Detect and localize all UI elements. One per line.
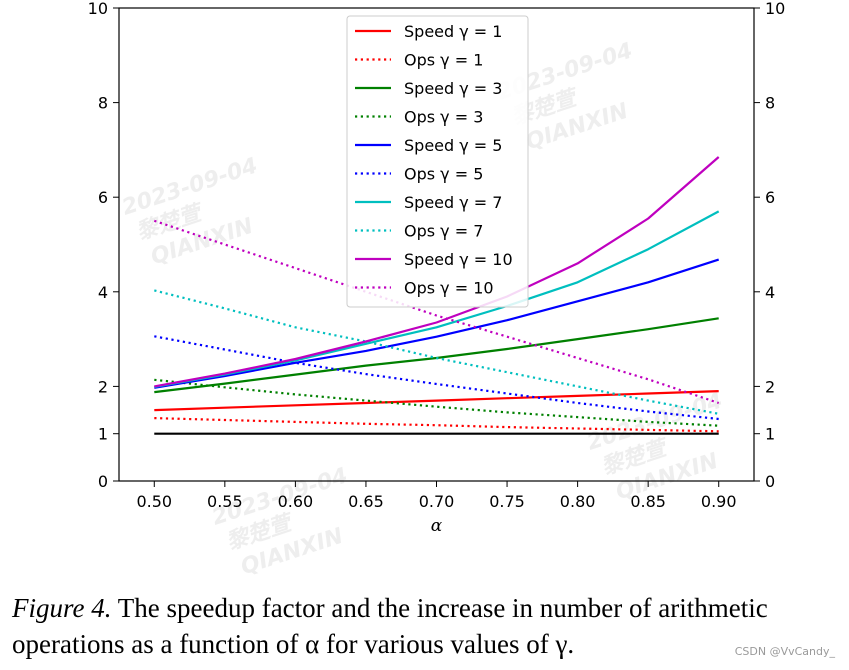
y-tick-label-left: 1 <box>98 425 108 444</box>
legend-label: Ops γ = 3 <box>404 108 483 127</box>
y-tick-label-right: 2 <box>765 377 775 396</box>
x-tick-label: 0.75 <box>489 492 525 511</box>
y-tick-label-left: 10 <box>88 0 108 18</box>
x-axis-ticks: 0.50 0.55 0.60 0.65 0.70 0.75 0.80 0.85 0.90 <box>136 481 737 511</box>
y-tick-label-right: 10 <box>765 0 785 18</box>
y-tick-label-left: 4 <box>98 283 108 302</box>
x-tick-label: 0.70 <box>419 492 455 511</box>
x-tick-label: 0.60 <box>278 492 314 511</box>
series-line <box>154 317 719 394</box>
x-tick-label: 0.85 <box>630 492 666 511</box>
source-credit: CSDN @VvCandy_ <box>734 645 835 658</box>
x-tick-label: 0.65 <box>348 492 384 511</box>
y-tick-label-left: 2 <box>98 377 108 396</box>
legend-label: Speed γ = 7 <box>404 193 502 212</box>
series-line <box>154 289 719 415</box>
legend-label: Ops γ = 5 <box>404 165 483 184</box>
y-tick-label-right: 0 <box>765 472 775 491</box>
series-line <box>154 378 719 427</box>
y-tick-label-left: 0 <box>98 472 108 491</box>
legend-label: Speed γ = 1 <box>404 22 502 41</box>
y-tick-label-left: 8 <box>98 94 108 113</box>
legend: Speed γ = 1 Ops γ = 1 Speed γ = 3 Ops γ = 3… <box>346 15 529 308</box>
series-line <box>154 417 719 433</box>
legend-label: Ops γ = 1 <box>404 51 483 70</box>
legend-label: Speed γ = 3 <box>404 79 502 98</box>
y-tick-label-left: 6 <box>98 188 108 207</box>
y-axis-ticks: 0 0 1 1 2 2 4 4 6 6 8 8 10 10 <box>88 0 786 491</box>
x-axis-label: α <box>431 516 443 536</box>
x-tick-label: 0.50 <box>136 492 172 511</box>
series-line <box>153 219 720 405</box>
x-tick-label: 0.80 <box>560 492 596 511</box>
series-line <box>154 335 719 421</box>
series-line <box>154 390 719 412</box>
y-tick-label-right: 6 <box>765 188 775 207</box>
y-tick-label-right: 4 <box>765 283 775 302</box>
y-tick-label-right: 8 <box>765 94 775 113</box>
legend-label: Ops γ = 7 <box>404 222 483 241</box>
series-layer <box>153 156 720 435</box>
legend-box <box>346 15 529 308</box>
series-line <box>154 210 720 388</box>
x-tick-label: 0.90 <box>701 492 737 511</box>
series-line <box>154 156 720 388</box>
series-line <box>154 258 720 389</box>
caption-text: The speedup factor and the increase in n… <box>12 593 768 659</box>
line-chart: 2023-09-04黎楚萱QIANXIN2023-09-04黎楚萱QIANXIN… <box>88 0 786 580</box>
legend-label: Ops γ = 10 <box>404 279 494 298</box>
legend-label: Speed γ = 10 <box>404 250 513 269</box>
x-tick-label: 0.55 <box>207 492 243 511</box>
legend-label: Speed γ = 5 <box>404 136 502 155</box>
figure-caption: Figure 4. The speedup factor and the inc… <box>12 590 842 662</box>
figure-label: Figure 4. <box>12 593 112 623</box>
y-tick-label-right: 1 <box>765 425 775 444</box>
